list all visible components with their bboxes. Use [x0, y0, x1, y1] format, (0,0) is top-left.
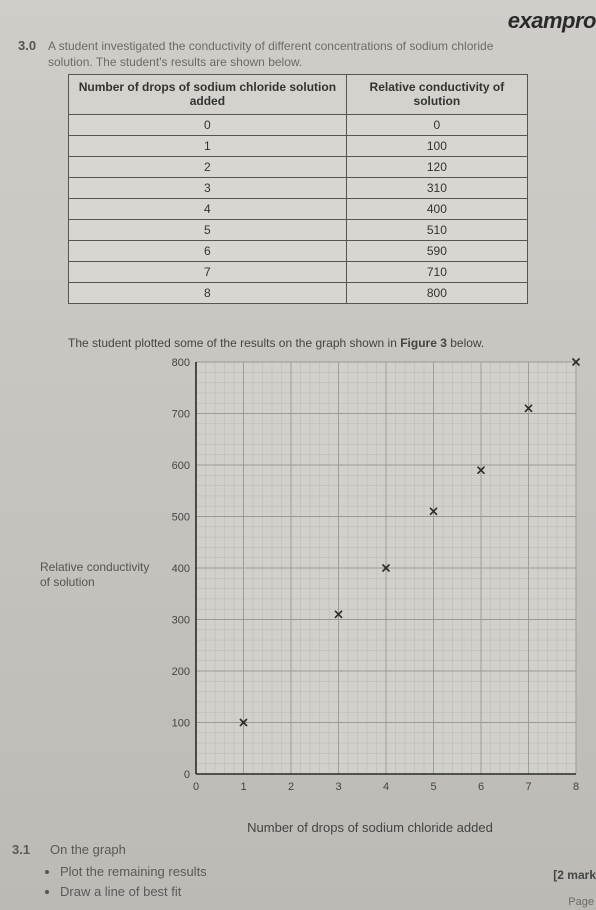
svg-text:800: 800 — [172, 357, 190, 369]
col-header-drops: Number of drops of sodium chloride solut… — [69, 75, 347, 115]
question-intro: A student investigated the conductivity … — [48, 38, 588, 70]
cell-conductivity: 100 — [346, 135, 527, 156]
table-row: 1100 — [69, 135, 528, 156]
svg-text:400: 400 — [172, 563, 190, 575]
brand-logo: exampro — [508, 8, 596, 34]
svg-text:2: 2 — [288, 781, 294, 793]
marks-label: [2 mark — [553, 868, 596, 882]
table-row: 6590 — [69, 240, 528, 261]
table-row: 7710 — [69, 261, 528, 282]
svg-text:100: 100 — [172, 718, 190, 730]
plot-caption: The student plotted some of the results … — [68, 336, 484, 350]
table-header-row: Number of drops of sodium chloride solut… — [69, 75, 528, 115]
cell-drops: 5 — [69, 219, 347, 240]
cell-conductivity: 120 — [346, 156, 527, 177]
svg-text:1: 1 — [240, 781, 246, 793]
svg-text:600: 600 — [172, 460, 190, 472]
cell-drops: 6 — [69, 240, 347, 261]
results-table: Number of drops of sodium chloride solut… — [68, 74, 528, 304]
chart-svg: 0 100 200 300 400 500 600 700 800 0 1 2 3 4 5 6 7 8 — [160, 356, 580, 804]
bullet-dot — [45, 890, 49, 894]
svg-text:6: 6 — [478, 781, 484, 793]
cell-conductivity: 710 — [346, 261, 527, 282]
bullet-1: Plot the remaining results — [60, 864, 207, 879]
table-row: 4400 — [69, 198, 528, 219]
svg-text:3: 3 — [335, 781, 341, 793]
svg-text:0: 0 — [184, 769, 190, 781]
cell-conductivity: 0 — [346, 114, 527, 135]
table-row: 2120 — [69, 156, 528, 177]
intro-line-2: solution. The student's results are show… — [48, 55, 302, 69]
cell-conductivity: 510 — [346, 219, 527, 240]
table-row: 5510 — [69, 219, 528, 240]
cell-drops: 1 — [69, 135, 347, 156]
cell-conductivity: 400 — [346, 198, 527, 219]
svg-text:700: 700 — [172, 409, 190, 421]
intro-line-1: A student investigated the conductivity … — [48, 39, 493, 53]
cell-conductivity: 310 — [346, 177, 527, 198]
y-axis-label: Relative conductivity of solution — [40, 560, 150, 590]
table-row: 00 — [69, 114, 528, 135]
cell-drops: 2 — [69, 156, 347, 177]
svg-text:7: 7 — [525, 781, 531, 793]
page: exampro 3.0 A student investigated the c… — [0, 0, 596, 910]
page-footer-label: Page — [568, 896, 594, 908]
plot-caption-a: The student plotted some of the results … — [68, 336, 400, 350]
cell-drops: 3 — [69, 177, 347, 198]
sub-question-number: 3.1 — [12, 842, 30, 857]
svg-text:4: 4 — [383, 781, 389, 793]
col-header-conductivity: Relative conductivity of solution — [346, 75, 527, 115]
cell-conductivity: 590 — [346, 240, 527, 261]
svg-text:8: 8 — [573, 781, 579, 793]
scatter-chart: 0 100 200 300 400 500 600 700 800 0 1 2 3 4 5 6 7 8 — [160, 356, 580, 804]
svg-text:0: 0 — [193, 781, 199, 793]
cell-drops: 4 — [69, 198, 347, 219]
svg-text:200: 200 — [172, 666, 190, 678]
cell-conductivity: 800 — [346, 282, 527, 303]
svg-text:500: 500 — [172, 512, 190, 524]
sub-question-text: On the graph — [50, 842, 126, 857]
table-row: 3310 — [69, 177, 528, 198]
x-axis-label: Number of drops of sodium chloride added — [160, 820, 580, 835]
cell-drops: 7 — [69, 261, 347, 282]
table-row: 8800 — [69, 282, 528, 303]
plot-caption-figure: Figure 3 — [400, 336, 447, 350]
plot-caption-c: below. — [447, 336, 484, 350]
bullet-dot — [45, 870, 49, 874]
svg-text:300: 300 — [172, 615, 190, 627]
cell-drops: 8 — [69, 282, 347, 303]
question-number: 3.0 — [18, 38, 36, 53]
bullet-2: Draw a line of best fit — [60, 884, 181, 899]
svg-text:5: 5 — [430, 781, 436, 793]
cell-drops: 0 — [69, 114, 347, 135]
